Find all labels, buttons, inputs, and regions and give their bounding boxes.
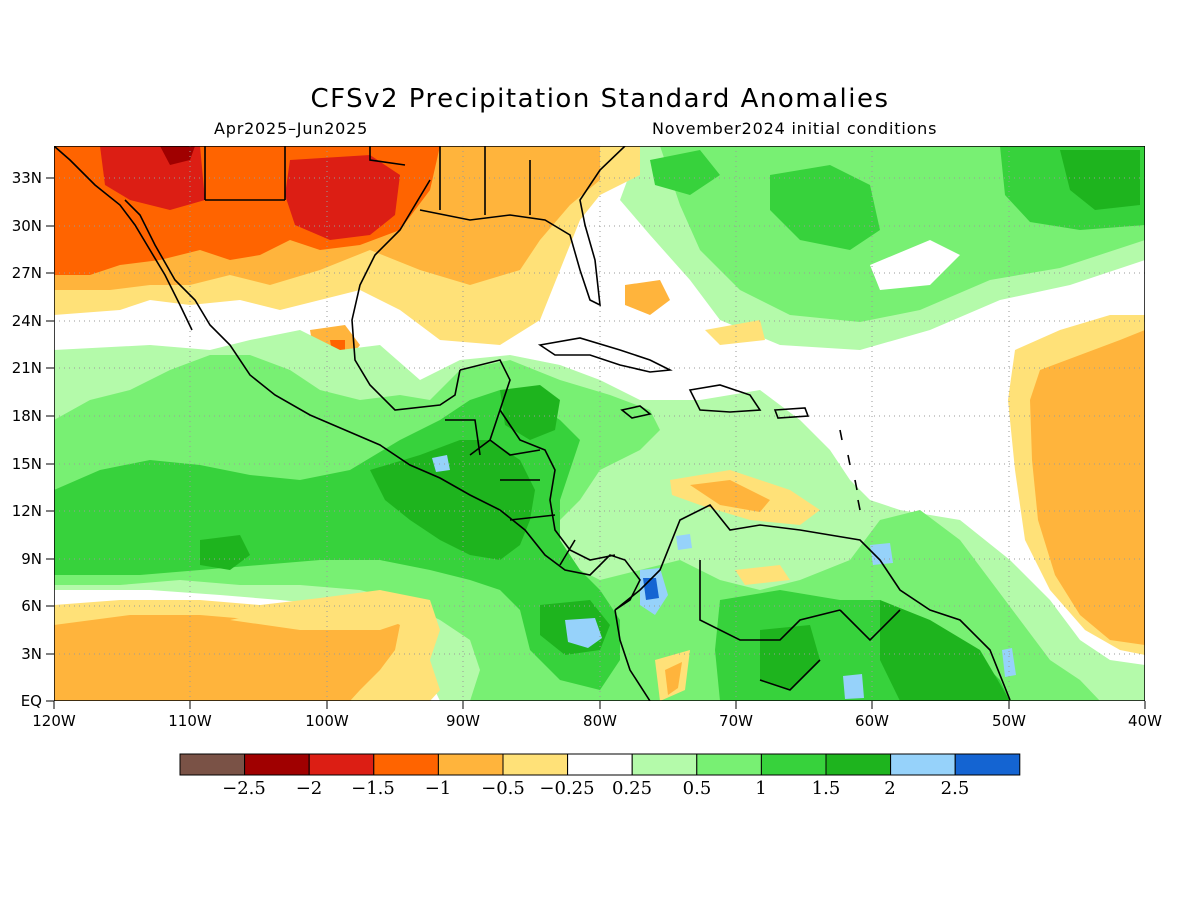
- colorbar-swatch: [567, 753, 633, 776]
- colorbar-swatch: [373, 753, 439, 776]
- y-tick-label: 9N: [21, 550, 42, 568]
- y-tick-label: 27N: [12, 264, 42, 282]
- colorbar-label: 2.5: [941, 778, 970, 799]
- colorbar-label: 2: [884, 778, 895, 799]
- x-tick-label: 60W: [855, 712, 889, 730]
- x-tick-label: 90W: [446, 712, 480, 730]
- x-tick-label: 70W: [719, 712, 753, 730]
- initial-conditions: November2024 initial conditions: [652, 119, 938, 138]
- colorbar-label: −2.5: [222, 778, 266, 799]
- y-tick-label: 21N: [12, 359, 42, 377]
- x-tick-label: 40W: [1128, 712, 1162, 730]
- colorbar-label: −2: [296, 778, 323, 799]
- colorbar-label: −0.25: [539, 778, 594, 799]
- y-tick-label: EQ: [21, 692, 42, 710]
- y-tick-label: 3N: [21, 645, 42, 663]
- colorbar-swatch: [502, 753, 569, 776]
- x-tick-label: 120W: [32, 712, 76, 730]
- x-tick-label: 110W: [168, 712, 212, 730]
- colorbar-label: 0.5: [683, 778, 712, 799]
- y-tick-label: 24N: [12, 312, 42, 330]
- colorbar: [179, 753, 1021, 776]
- colorbar-swatch: [890, 753, 956, 776]
- y-tick-label: 33N: [12, 169, 42, 187]
- colorbar-swatch: [825, 753, 892, 776]
- y-tick-label: 12N: [12, 502, 42, 520]
- colorbar-label: 1.5: [812, 778, 841, 799]
- colorbar-label: 0.25: [612, 778, 652, 799]
- colorbar-label: −0.5: [481, 778, 525, 799]
- colorbar-swatch: [244, 753, 310, 776]
- map-title: CFSv2 Precipitation Standard Anomalies: [310, 84, 890, 114]
- colorbar-label: 1: [755, 778, 766, 799]
- colorbar-swatch: [631, 753, 698, 776]
- anomaly-field: [54, 146, 1145, 701]
- colorbar-swatch: [696, 753, 762, 776]
- colorbar-label: −1: [425, 778, 452, 799]
- y-tick-label: 30N: [12, 217, 42, 235]
- y-tick-label: 15N: [12, 455, 42, 473]
- x-tick-label: 100W: [305, 712, 349, 730]
- colorbar-swatch: [179, 753, 246, 776]
- x-tick-label: 80W: [583, 712, 617, 730]
- colorbar-swatch: [308, 753, 375, 776]
- coastlines: [54, 146, 1011, 701]
- y-tick-label: 6N: [21, 597, 42, 615]
- colorbar-swatch: [437, 753, 504, 776]
- colorbar-swatch: [760, 753, 827, 776]
- colorbar-label: −1.5: [351, 778, 395, 799]
- forecast-period: Apr2025–Jun2025: [214, 119, 369, 138]
- x-tick-label: 50W: [992, 712, 1026, 730]
- y-tick-label: 18N: [12, 407, 42, 425]
- colorbar-swatch: [954, 753, 1021, 776]
